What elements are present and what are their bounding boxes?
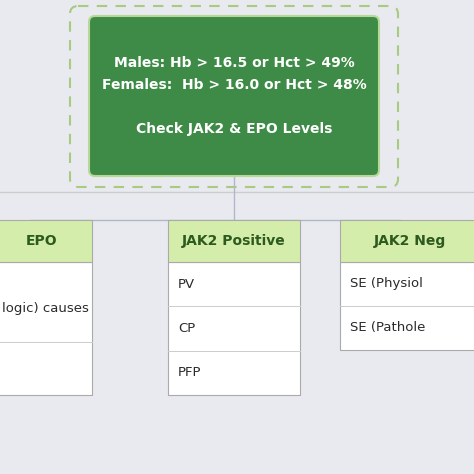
Text: PFP: PFP <box>178 366 201 379</box>
Text: CP: CP <box>178 322 195 335</box>
Bar <box>0 220 92 262</box>
Text: SE (Physiol: SE (Physiol <box>350 277 423 291</box>
Bar <box>340 262 474 350</box>
Text: EPO: EPO <box>26 234 58 248</box>
Bar <box>340 220 474 262</box>
Text: PV: PV <box>178 278 195 291</box>
Text: SE (Pathole: SE (Pathole <box>350 321 425 335</box>
Text: Males: Hb > 16.5 or Hct > 49%
Females:  Hb > 16.0 or Hct > 48%

Check JAK2 & EPO: Males: Hb > 16.5 or Hct > 49% Females: H… <box>101 56 366 136</box>
Text: JAK2 Neg: JAK2 Neg <box>374 234 446 248</box>
Bar <box>0 262 92 395</box>
Bar <box>168 262 300 395</box>
Bar <box>168 220 300 262</box>
Text: JAK2 Positive: JAK2 Positive <box>182 234 286 248</box>
Text: logic) causes: logic) causes <box>2 302 89 315</box>
FancyBboxPatch shape <box>89 16 379 176</box>
